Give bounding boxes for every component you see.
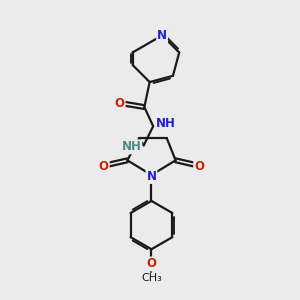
Text: NH: NH: [156, 117, 176, 130]
Text: CH₃: CH₃: [141, 273, 162, 283]
Text: N: N: [157, 29, 167, 42]
Text: O: O: [146, 257, 157, 271]
Text: O: O: [99, 160, 109, 173]
Text: O: O: [194, 160, 204, 173]
Text: N: N: [146, 170, 157, 183]
Text: O: O: [115, 97, 124, 110]
Text: NH: NH: [122, 140, 141, 153]
